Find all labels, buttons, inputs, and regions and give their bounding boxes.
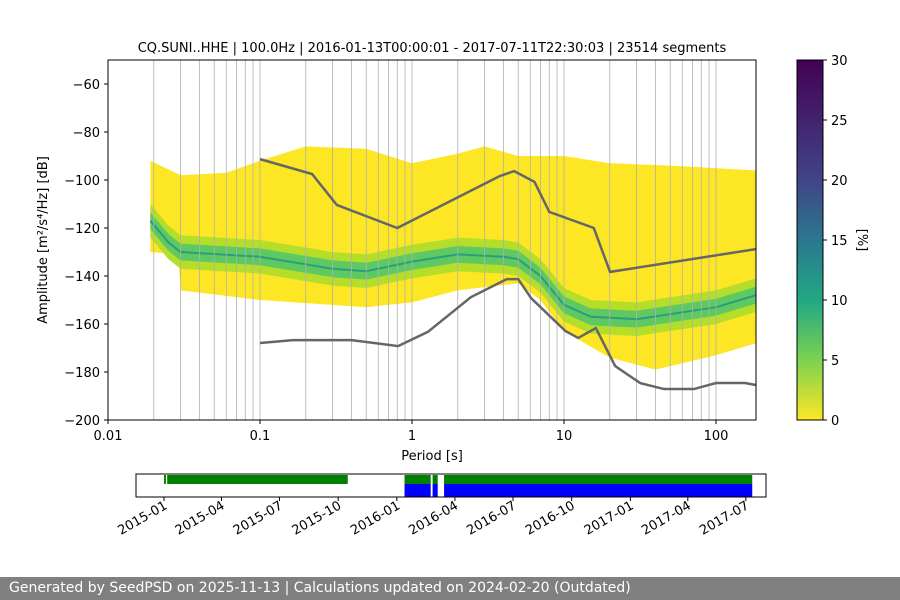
footer-text: Generated by SeedPSD on 2025-11-13 | Cal… [0,577,900,600]
colorbar-tick-label: 15 [831,234,848,249]
timeline-green-segment [404,475,431,484]
x-tick-label: 10 [556,429,573,444]
y-axis-label: Amplitude [m²/s⁴/Hz] [dB] [36,156,51,324]
colorbar-tick-label: 20 [831,174,848,189]
y-tick-label: −60 [73,78,100,93]
psd-chart: CQ.SUNI..HHE | 100.0Hz | 2016-01-13T00:0… [36,41,869,539]
density-band-outer [150,204,756,336]
timeline-tick-label: 2017-04 [639,498,694,538]
y-tick-label: −80 [73,126,100,141]
timeline-green-segment [432,475,438,484]
timeline-tick-label: 2015-01 [115,498,170,538]
density-mode-line [149,220,756,321]
y-tick-label: −120 [64,222,100,237]
timeline-green-segment [444,475,753,484]
plot-frame [107,59,757,421]
colorbar-tick-label: 25 [831,114,848,129]
timeline-blue-segment [404,484,431,497]
colorbar-tick-label: 0 [831,414,839,429]
density-band-inner [150,212,756,328]
timeline-blue-segment [432,484,438,497]
colorbar-tick-label: 5 [831,354,839,369]
timeline-green-segment [164,475,166,484]
colorbar-label: [%] [854,229,869,252]
timeline-tick-label: 2016-01 [348,498,403,538]
timeline-frame [135,473,767,498]
y-tick-label: −140 [64,270,100,285]
x-tick-label: 100 [704,429,729,444]
x-tick-label: 1 [408,429,416,444]
timeline-tick-label: 2017-01 [582,498,637,538]
y-tick-label: −160 [64,318,100,333]
timeline-tick-label: 2016-07 [464,498,519,538]
timeline-tick-label: 2017-07 [697,498,752,538]
y-tick-label: −100 [64,174,100,189]
chart-title: CQ.SUNI..HHE | 100.0Hz | 2016-01-13T00:0… [138,41,727,56]
timeline-tick-label: 2015-04 [173,498,228,538]
timeline-blue-segment [444,484,753,497]
timeline-tick-label: 2016-04 [406,498,461,538]
x-tick-label: 0.01 [94,429,123,444]
timeline-tick-label: 2015-10 [290,498,345,538]
x-axis-label: Period [s] [401,449,463,464]
x-tick-label: 0.1 [250,429,271,444]
nlnm-line [259,277,756,391]
timeline-green-segment [167,475,348,484]
colorbar [796,59,824,421]
timeline-tick-label: 2016-10 [523,498,578,538]
timeline-tick-label: 2015-07 [231,498,286,538]
colorbar-tick-label: 10 [831,294,848,309]
colorbar-tick-label: 30 [831,54,848,69]
y-tick-label: −200 [64,414,100,429]
y-tick-label: −180 [64,366,100,381]
nhnm-line [259,157,756,274]
